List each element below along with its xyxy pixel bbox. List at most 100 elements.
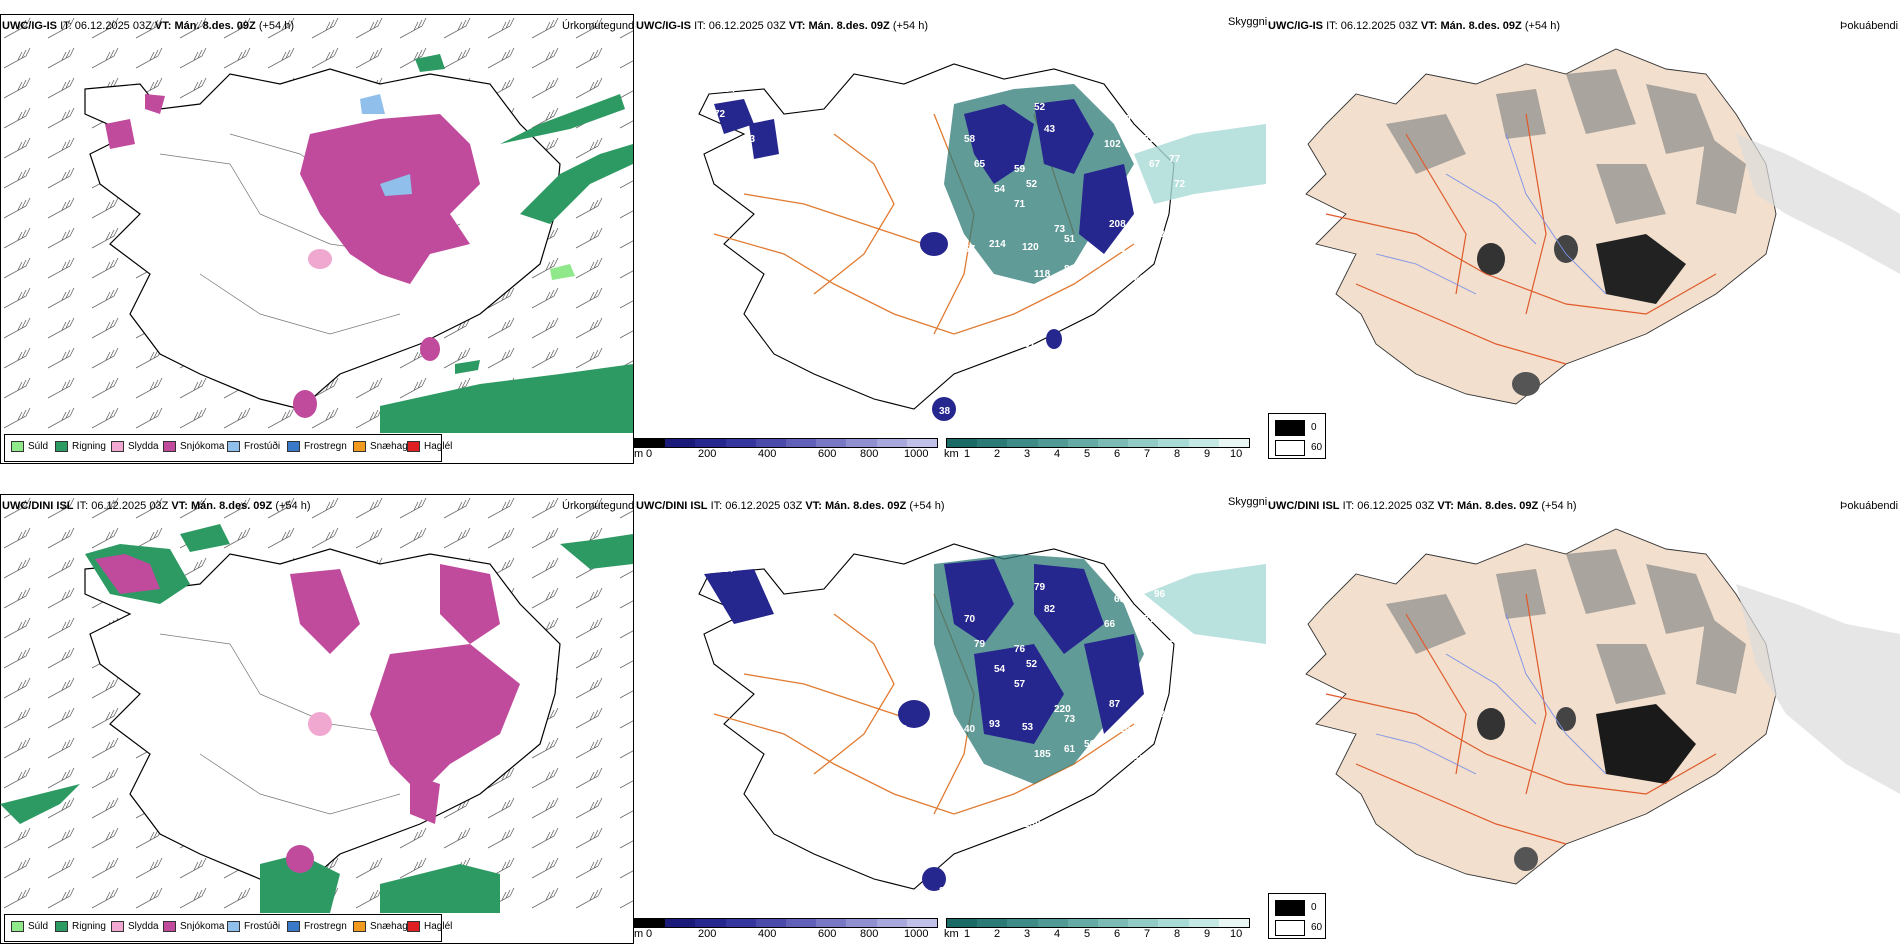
vt-value: Mán. 8.des. 09Z — [808, 20, 890, 32]
vis-tick: 5 — [1084, 928, 1091, 940]
lead-time: (+54 h) — [1524, 20, 1560, 32]
legend-label: Snjókoma — [180, 921, 225, 932]
vis-tick: 6 — [1114, 928, 1121, 940]
panel-title-precip-row2: UWC/DINI ISL IT: 06.12.2025 03Z VT: Mán.… — [2, 500, 311, 512]
it-label: IT: — [60, 20, 72, 32]
fog-legend-top-value: 0 — [1311, 902, 1317, 913]
legend-item-frostudi: Frostúði — [227, 441, 280, 452]
legend-label: Súld — [28, 921, 49, 932]
vis-tick: 2 — [994, 928, 1001, 940]
panel-title-fog-row1: UWC/IG-IS IT: 06.12.2025 03Z VT: Mán. 8.… — [1268, 20, 1560, 32]
vis-tick: 9 — [1204, 448, 1211, 460]
visibility-panel-row1: m 0 200 400 600 800 1000 km 1 2 3 4 5 6 … — [634, 14, 1266, 464]
legend-item-frostregn: Frostregn — [287, 921, 347, 932]
vt-label: VT: — [805, 500, 822, 512]
legend-label: Frostúði — [244, 921, 281, 932]
panel-type-visibility-row1: Skyggni — [1228, 16, 1268, 28]
height-tick: 0 — [646, 448, 653, 460]
legend-swatch — [227, 921, 240, 932]
legend-item-snjokoma: Snjókoma — [163, 921, 224, 932]
panel-type-fog-row1: Þokuábendi — [1840, 20, 1899, 32]
legend-label: Súld — [28, 441, 49, 452]
precip-map-row1 — [1, 15, 633, 433]
fog-legend-bottom-value: 60 — [1311, 442, 1323, 453]
fog-legend-bottom-value: 60 — [1311, 922, 1323, 933]
visibility-panel-row2: m 0 200 400 600 800 1000 km 1 2 3 4 5 6 … — [634, 494, 1266, 944]
legend-item-sudl: Súld — [11, 441, 48, 452]
height-tick: 200 — [698, 928, 717, 940]
fog-legend-row1: 0 60 — [1268, 413, 1326, 459]
legend-item-haglel: Haglél — [407, 921, 452, 932]
visibility-map-row2 — [698, 543, 1266, 891]
height-tick: 400 — [758, 448, 777, 460]
legend-label: Frostregn — [304, 921, 347, 932]
vis-tick: 9 — [1204, 928, 1211, 940]
model-name: UWC/DINI ISL — [1268, 500, 1340, 512]
vt-value: Mán. 8.des. 09Z — [1456, 500, 1539, 512]
legend-item-rigning: Rigning — [55, 441, 106, 452]
height-tick: 200 — [698, 448, 717, 460]
it-value: 06.12.2025 03Z — [1357, 500, 1435, 512]
visibility-colorbar-row1 — [946, 438, 1250, 448]
panel-title-visibility-row1: UWC/IG-IS IT: 06.12.2025 03Z VT: Mán. 8.… — [636, 20, 928, 32]
height-tick: 600 — [818, 928, 837, 940]
legend-label: Slydda — [128, 921, 159, 932]
legend-item-slydda: Slydda — [111, 921, 159, 932]
legend-swatch — [353, 921, 366, 932]
vis-tick: 7 — [1144, 448, 1151, 460]
legend-swatch — [407, 921, 420, 932]
legend-swatch — [111, 441, 124, 452]
it-value: 06.12.2025 03Z — [725, 500, 803, 512]
legend-label: Snæhagl — [370, 441, 411, 452]
vt-value: Mán. 8.des. 09Z — [824, 500, 907, 512]
legend-swatch — [55, 441, 68, 452]
vis-tick: 5 — [1084, 448, 1091, 460]
vis-tick: 10 — [1230, 448, 1243, 460]
vis-tick: 1 — [964, 448, 971, 460]
precip-map-row2 — [0, 495, 633, 913]
lead-time: (+54 h) — [909, 500, 945, 512]
vis-tick: 3 — [1024, 448, 1031, 460]
it-label: IT: — [1342, 500, 1355, 512]
vt-value: Mán. 8.des. 09Z — [1440, 20, 1522, 32]
fog-map-row1 — [1305, 48, 1900, 405]
it-value: 06.12.2025 03Z — [91, 500, 169, 512]
visibility-colorbar-row2 — [946, 918, 1250, 928]
height-unit: m — [634, 448, 644, 460]
vis-tick: 6 — [1114, 448, 1121, 460]
legend-swatch — [55, 921, 68, 932]
visibility-unit: km — [944, 448, 959, 460]
legend-item-haglel: Haglél — [407, 441, 452, 452]
vt-label: VT: — [1437, 500, 1454, 512]
legend-item-snjokoma: Snjókoma — [163, 441, 224, 452]
vt-label: VT: — [1420, 20, 1438, 32]
fog-swatch-white — [1275, 440, 1305, 456]
precip-legend: Súld Rigning Slydda Snjókoma Frostúði Fr… — [4, 434, 452, 462]
legend-swatch — [163, 921, 176, 932]
height-tick: 800 — [860, 448, 879, 460]
vis-tick: 3 — [1024, 928, 1031, 940]
it-value: 06.12.2025 03Z — [1340, 20, 1418, 32]
height-unit: m — [634, 928, 644, 940]
height-tick: 1000 — [904, 928, 929, 940]
height-colorbar-row2 — [634, 918, 938, 928]
fog-legend-row2: 0 60 — [1268, 893, 1326, 939]
height-tick: 600 — [818, 448, 837, 460]
it-value: 06.12.2025 03Z — [74, 20, 152, 32]
vis-tick: 1 — [964, 928, 971, 940]
legend-swatch — [11, 921, 24, 932]
fog-panel-row1 — [1266, 14, 1900, 464]
legend-label: Frostregn — [304, 441, 347, 452]
fog-swatch-black — [1275, 900, 1305, 916]
legend-swatch — [111, 921, 124, 932]
precip-legend: Súld Rigning Slydda Snjókoma Frostúði Fr… — [4, 914, 452, 942]
legend-item-frostregn: Frostregn — [287, 441, 347, 452]
fog-legend-top-value: 0 — [1311, 422, 1317, 433]
legend-item-slydda: Slydda — [111, 441, 159, 452]
model-name: UWC/IG-IS — [2, 20, 57, 32]
vis-tick: 2 — [994, 448, 1001, 460]
precip-panel-row2: Súld Rigning Slydda Snjókoma Frostúði Fr… — [0, 494, 634, 944]
fog-panel-row2 — [1266, 494, 1900, 944]
vis-tick: 7 — [1144, 928, 1151, 940]
vt-label: VT: — [171, 500, 188, 512]
